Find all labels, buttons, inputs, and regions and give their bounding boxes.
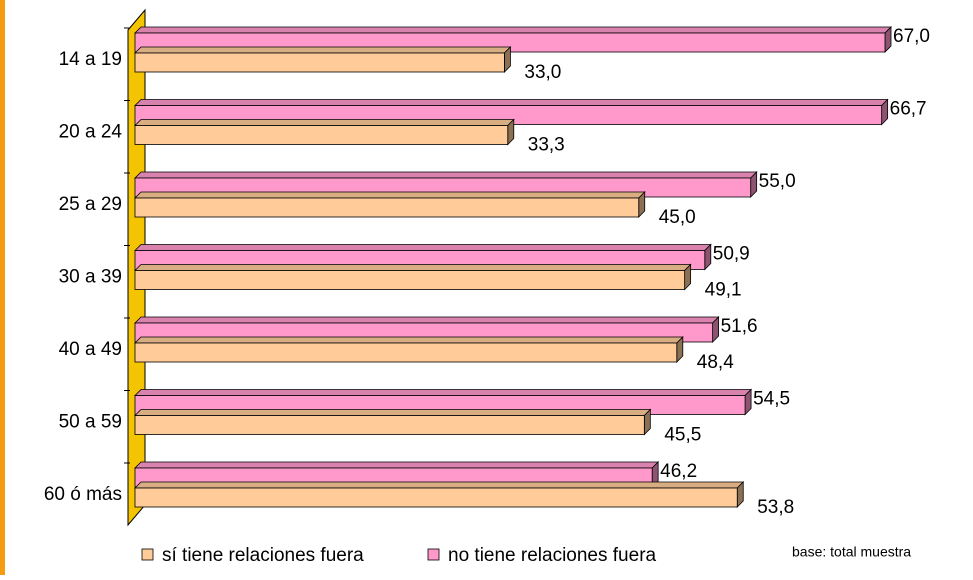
bar (134, 342, 678, 363)
bar (134, 125, 509, 145)
bar-top (134, 336, 684, 344)
bar-top (134, 409, 652, 416)
value-label: 46,2 (660, 461, 697, 482)
note: base: total muestra (792, 544, 911, 560)
value-label: 53,8 (757, 497, 794, 518)
legend-swatch (141, 548, 154, 561)
value-label: 51,6 (721, 316, 758, 337)
side-stripe (0, 0, 5, 575)
value-label: 33,3 (528, 135, 565, 156)
bar-top (134, 264, 692, 271)
bar-top (134, 26, 892, 34)
y-tick-label: 50 a 59 (59, 412, 122, 433)
value-label: 67,0 (893, 26, 930, 47)
value-label: 45,5 (664, 425, 701, 446)
bar (134, 52, 505, 73)
y-tick-label: 20 a 24 (59, 122, 123, 143)
value-label: 66,7 (890, 99, 927, 120)
y-tick-label: 60 ó más (44, 484, 122, 505)
value-label: 33,0 (524, 62, 561, 83)
value-label: 45,0 (659, 207, 696, 228)
bar-top (134, 461, 660, 469)
bar-top (134, 389, 753, 396)
bar-top (134, 481, 745, 489)
y-tick-label: 30 a 39 (59, 267, 122, 288)
bar (134, 197, 640, 218)
bar-top (134, 46, 512, 54)
y-tick-label: 40 a 49 (59, 339, 122, 360)
bar (134, 270, 686, 290)
value-label: 50,9 (713, 244, 750, 265)
value-label: 48,4 (697, 352, 734, 373)
value-label: 55,0 (759, 171, 796, 192)
bar-top (134, 171, 758, 179)
legend-swatch (427, 548, 440, 561)
bar (134, 415, 645, 435)
bar (134, 487, 738, 508)
bar-top (134, 119, 515, 126)
bar-top (134, 316, 720, 324)
y-tick-label: 25 a 29 (59, 194, 122, 215)
bar-top (134, 99, 889, 106)
value-label: 49,1 (705, 280, 742, 301)
legend-label: no tiene relaciones fuera (448, 545, 657, 566)
legend-label: sí tiene relaciones fuera (162, 545, 364, 566)
bar-top (134, 244, 712, 251)
y-tick-label: 14 a 19 (59, 49, 122, 70)
bar-top (134, 191, 646, 199)
value-label: 54,5 (753, 389, 790, 410)
